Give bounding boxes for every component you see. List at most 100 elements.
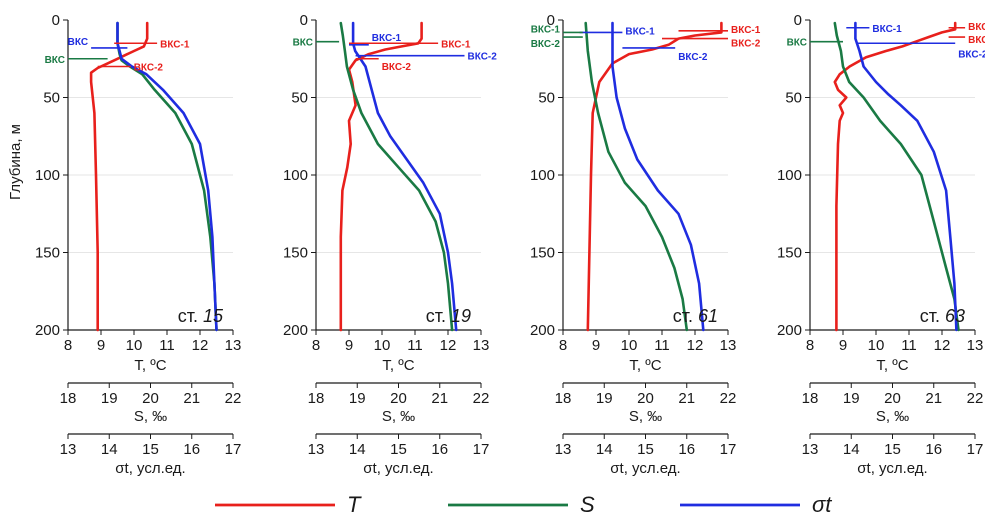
sigma-axis-label: σt, усл.ед. (857, 460, 927, 477)
station-label: ст. 61 (673, 306, 718, 326)
y-tick-label: 150 (35, 245, 60, 262)
sigma-tick-label: 15 (390, 441, 407, 458)
station-label: ст. 63 (920, 306, 965, 326)
T-tick-label: 12 (687, 337, 704, 354)
S-tick-label: 20 (637, 390, 654, 407)
layer-marker-label: ВКС-2 (134, 63, 164, 74)
T-tick-label: 11 (901, 337, 917, 354)
station-label: ст. 19 (426, 306, 471, 326)
T-tick-label: 9 (345, 337, 353, 354)
station-label: ст. 15 (178, 306, 224, 326)
depth-axis-label: Глубина, м (7, 124, 24, 200)
T-axis-label: T, ºC (134, 357, 166, 374)
S-axis-label: S, ‰ (629, 408, 662, 425)
layer-marker-label: ВКС (45, 55, 65, 66)
S-tick-label: 18 (802, 390, 819, 407)
layer-marker-label: ВКС (293, 38, 313, 49)
sigma-axis-label: σt, усл.ед. (610, 460, 680, 477)
layer-marker-label: ВКС-1 (160, 39, 190, 50)
layer-marker-label: ВКС-1 (731, 25, 761, 36)
S-axis-label: S, ‰ (876, 408, 909, 425)
y-tick-label: 150 (777, 245, 802, 262)
sigma-axis-label: σt, усл.ед. (115, 460, 185, 477)
y-tick-label: 0 (794, 12, 802, 29)
sigma-tick-label: 16 (431, 441, 448, 458)
sigma-tick-label: 13 (60, 441, 77, 458)
layer-marker-label: ВКС (787, 38, 807, 49)
y-tick-label: 100 (35, 167, 60, 184)
sigma-tick-label: 17 (720, 441, 737, 458)
T-tick-label: 12 (440, 337, 457, 354)
layer-marker-label: ВКС-1 (968, 22, 985, 33)
T-tick-label: 8 (559, 337, 567, 354)
T-tick-label: 8 (64, 337, 72, 354)
series-S-line (339, 21, 454, 332)
y-tick-label: 0 (52, 12, 60, 29)
S-tick-label: 22 (473, 390, 490, 407)
sigma-tick-label: 14 (843, 441, 860, 458)
T-tick-label: 11 (159, 337, 175, 354)
sigma-tick-label: 15 (142, 441, 159, 458)
layer-marker-label: ВКС-1 (531, 24, 561, 35)
S-axis-label: S, ‰ (382, 408, 415, 425)
legend-label-S: S (580, 492, 595, 516)
T-tick-label: 10 (374, 337, 391, 354)
S-tick-label: 21 (678, 390, 695, 407)
T-tick-label: 9 (839, 337, 847, 354)
T-tick-label: 10 (126, 337, 143, 354)
sigma-tick-label: 14 (349, 441, 366, 458)
sigma-tick-label: 14 (101, 441, 118, 458)
sigma-axis-label: σt, усл.ед. (363, 460, 433, 477)
y-tick-label: 100 (777, 167, 802, 184)
T-tick-label: 12 (192, 337, 209, 354)
T-tick-label: 10 (621, 337, 638, 354)
T-axis-label: T, ºC (876, 357, 908, 374)
y-tick-label: 50 (43, 90, 60, 107)
sigma-tick-label: 17 (225, 441, 242, 458)
T-tick-label: 13 (967, 337, 984, 354)
S-tick-label: 22 (967, 390, 984, 407)
y-tick-label: 200 (35, 322, 60, 339)
S-tick-label: 20 (390, 390, 407, 407)
S-tick-label: 19 (843, 390, 860, 407)
T-axis-label: T, ºC (629, 357, 661, 374)
sigma-tick-label: 16 (925, 441, 942, 458)
layer-marker-label: ВКС-2 (468, 52, 498, 63)
layer-marker-label: ВКС-2 (531, 39, 561, 50)
legend-label-T: T (347, 492, 362, 516)
y-tick-label: 50 (538, 90, 555, 107)
sigma-tick-label: 16 (678, 441, 695, 458)
sigma-tick-label: 15 (884, 441, 901, 458)
S-tick-label: 21 (183, 390, 200, 407)
series-S-line (833, 21, 960, 332)
layer-marker-label: ВКС-1 (372, 33, 402, 44)
S-tick-label: 18 (308, 390, 325, 407)
layer-marker-label: ВКС-2 (382, 62, 412, 73)
T-tick-label: 10 (868, 337, 885, 354)
y-tick-label: 50 (291, 90, 308, 107)
layer-marker-label: ВКС-1 (872, 24, 902, 35)
sigma-tick-label: 16 (183, 441, 200, 458)
T-tick-label: 9 (592, 337, 600, 354)
S-tick-label: 21 (925, 390, 942, 407)
S-tick-label: 18 (555, 390, 572, 407)
sigma-tick-label: 13 (555, 441, 572, 458)
T-tick-label: 8 (806, 337, 814, 354)
y-tick-label: 100 (530, 167, 555, 184)
sigma-tick-label: 17 (473, 441, 490, 458)
series-sigma-line (611, 21, 705, 332)
S-tick-label: 22 (720, 390, 737, 407)
S-tick-label: 22 (225, 390, 242, 407)
sigma-tick-label: 15 (637, 441, 654, 458)
S-tick-label: 19 (101, 390, 118, 407)
S-tick-label: 20 (142, 390, 159, 407)
T-tick-label: 11 (407, 337, 423, 354)
S-tick-label: 19 (349, 390, 366, 407)
S-axis-label: S, ‰ (134, 408, 167, 425)
layer-marker-label: ВКС-2 (678, 52, 708, 63)
